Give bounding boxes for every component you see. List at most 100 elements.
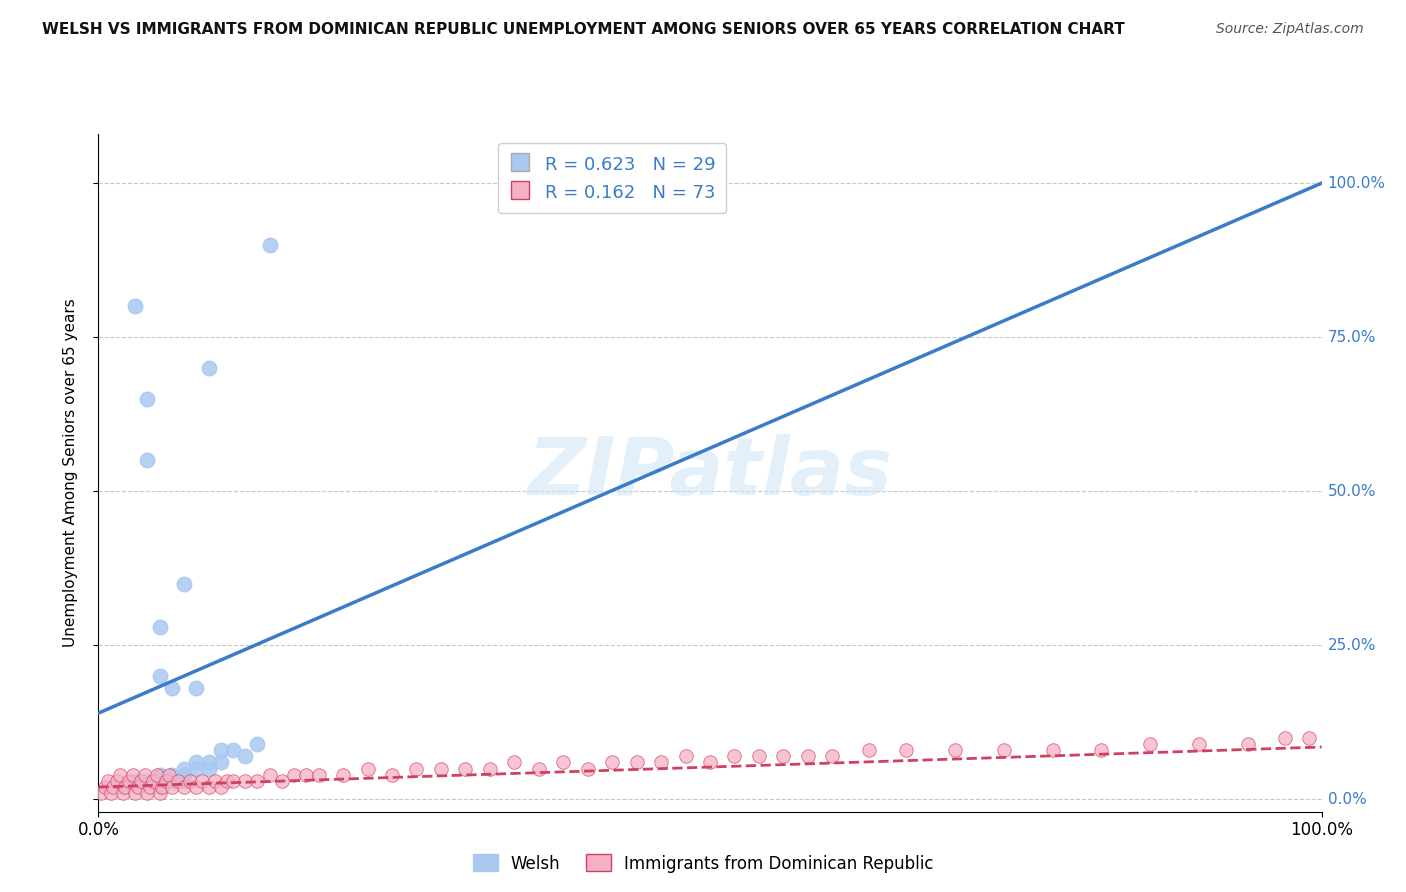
Point: [259, 768, 281, 782]
Point: [381, 768, 404, 782]
Point: [173, 576, 195, 591]
Point: [943, 743, 966, 757]
Text: Source: ZipAtlas.com: Source: ZipAtlas.com: [1216, 22, 1364, 37]
Point: [209, 743, 232, 757]
Point: [160, 773, 183, 788]
Point: [155, 773, 177, 788]
Point: [650, 756, 672, 770]
Point: [142, 773, 165, 788]
Point: [748, 749, 770, 764]
Point: [191, 773, 214, 788]
Point: [993, 743, 1015, 757]
Point: [600, 756, 623, 770]
Point: [134, 768, 156, 782]
Point: [197, 361, 219, 376]
Point: [222, 743, 245, 757]
Point: [129, 773, 152, 788]
Point: [149, 786, 172, 800]
Point: [139, 780, 162, 794]
Point: [527, 762, 550, 776]
Point: [160, 681, 183, 696]
Point: [215, 773, 238, 788]
Point: [186, 681, 208, 696]
Point: [1090, 743, 1112, 757]
Point: [146, 768, 169, 782]
Point: [149, 768, 172, 782]
Point: [136, 786, 159, 800]
Point: [136, 392, 159, 406]
Point: [430, 762, 453, 776]
Point: [332, 768, 354, 782]
Point: [723, 749, 745, 764]
Point: [160, 780, 183, 794]
Point: [797, 749, 820, 764]
Point: [1042, 743, 1064, 757]
Point: [160, 768, 183, 782]
Point: [209, 780, 232, 794]
Point: [186, 780, 208, 794]
Point: [149, 669, 172, 683]
Point: [114, 780, 136, 794]
Point: [405, 762, 427, 776]
Point: [111, 786, 134, 800]
Point: [503, 756, 526, 770]
Point: [136, 453, 159, 467]
Point: [295, 768, 318, 782]
Point: [553, 756, 575, 770]
Point: [173, 773, 195, 788]
Point: [204, 773, 226, 788]
Point: [118, 773, 141, 788]
Point: [167, 773, 190, 788]
Point: [124, 786, 146, 800]
Point: [699, 756, 721, 770]
Text: ZIPatlas: ZIPatlas: [527, 434, 893, 512]
Point: [149, 620, 172, 634]
Point: [90, 786, 112, 800]
Point: [626, 756, 648, 770]
Point: [478, 762, 501, 776]
Text: 50.0%: 50.0%: [1327, 483, 1376, 499]
Point: [233, 749, 256, 764]
Point: [1188, 737, 1211, 751]
Point: [209, 756, 232, 770]
Point: [454, 762, 477, 776]
Point: [894, 743, 917, 757]
Text: 75.0%: 75.0%: [1327, 330, 1376, 344]
Point: [124, 773, 146, 788]
Point: [121, 768, 143, 782]
Point: [124, 299, 146, 313]
Point: [136, 773, 159, 788]
Point: [772, 749, 794, 764]
Point: [259, 237, 281, 252]
Y-axis label: Unemployment Among Seniors over 65 years: Unemployment Among Seniors over 65 years: [63, 299, 77, 647]
Point: [1274, 731, 1296, 745]
Point: [197, 762, 219, 776]
Point: [283, 768, 305, 782]
Point: [173, 780, 195, 794]
Point: [246, 773, 269, 788]
Point: [308, 768, 330, 782]
Point: [186, 762, 208, 776]
Point: [105, 773, 128, 788]
Point: [576, 762, 599, 776]
Point: [110, 768, 132, 782]
Text: 100.0%: 100.0%: [1327, 176, 1386, 191]
Point: [1237, 737, 1260, 751]
Point: [233, 773, 256, 788]
Point: [173, 768, 195, 782]
Point: [197, 756, 219, 770]
Text: 0.0%: 0.0%: [1327, 792, 1367, 807]
Point: [111, 780, 134, 794]
Point: [1139, 737, 1161, 751]
Point: [179, 773, 201, 788]
Point: [222, 773, 245, 788]
Point: [1298, 731, 1320, 745]
Point: [858, 743, 880, 757]
Point: [100, 786, 122, 800]
Point: [157, 768, 180, 782]
Point: [356, 762, 378, 776]
Point: [127, 780, 149, 794]
Point: [101, 780, 124, 794]
Point: [186, 756, 208, 770]
Point: [93, 780, 115, 794]
